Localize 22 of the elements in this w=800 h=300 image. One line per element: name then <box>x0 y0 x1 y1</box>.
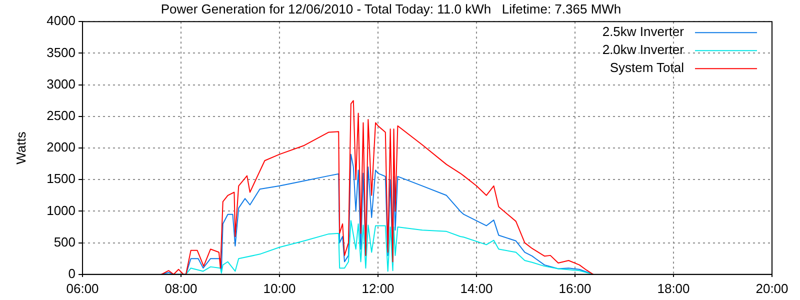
y-axis-title: Watts <box>13 131 28 164</box>
y-tick-label: 3000 <box>46 76 76 92</box>
chart-title: Power Generation for 12/06/2010 - Total Today: 11.0 kWh Lifetime: 7.365 MWh <box>160 1 622 16</box>
legend-label: 2.0kw Inverter <box>602 42 685 58</box>
y-tick-label: 3500 <box>46 44 76 60</box>
x-tick-label: 10:00 <box>263 280 296 296</box>
x-tick-label: 08:00 <box>164 280 198 296</box>
x-tick-label: 06:00 <box>66 280 99 296</box>
legend-label: 2.5kw Inverter <box>602 24 685 40</box>
y-tick-label: 1000 <box>46 202 76 218</box>
y-tick-label: 4000 <box>46 13 76 28</box>
y-tick-label: 2500 <box>46 108 76 123</box>
x-tick-label: 18:00 <box>657 280 690 296</box>
x-tick-label: 12:00 <box>362 280 394 296</box>
x-tick-label: 16:00 <box>558 280 592 296</box>
y-tick-label: 1500 <box>46 171 76 186</box>
y-tick-label: 2000 <box>46 140 76 155</box>
y-tick-label: 500 <box>54 234 76 250</box>
x-tick-label: 20:00 <box>756 280 788 296</box>
x-tick-label: 14:00 <box>460 280 493 296</box>
legend-label: System Total <box>610 60 684 76</box>
y-tick-label: 0 <box>68 266 76 281</box>
